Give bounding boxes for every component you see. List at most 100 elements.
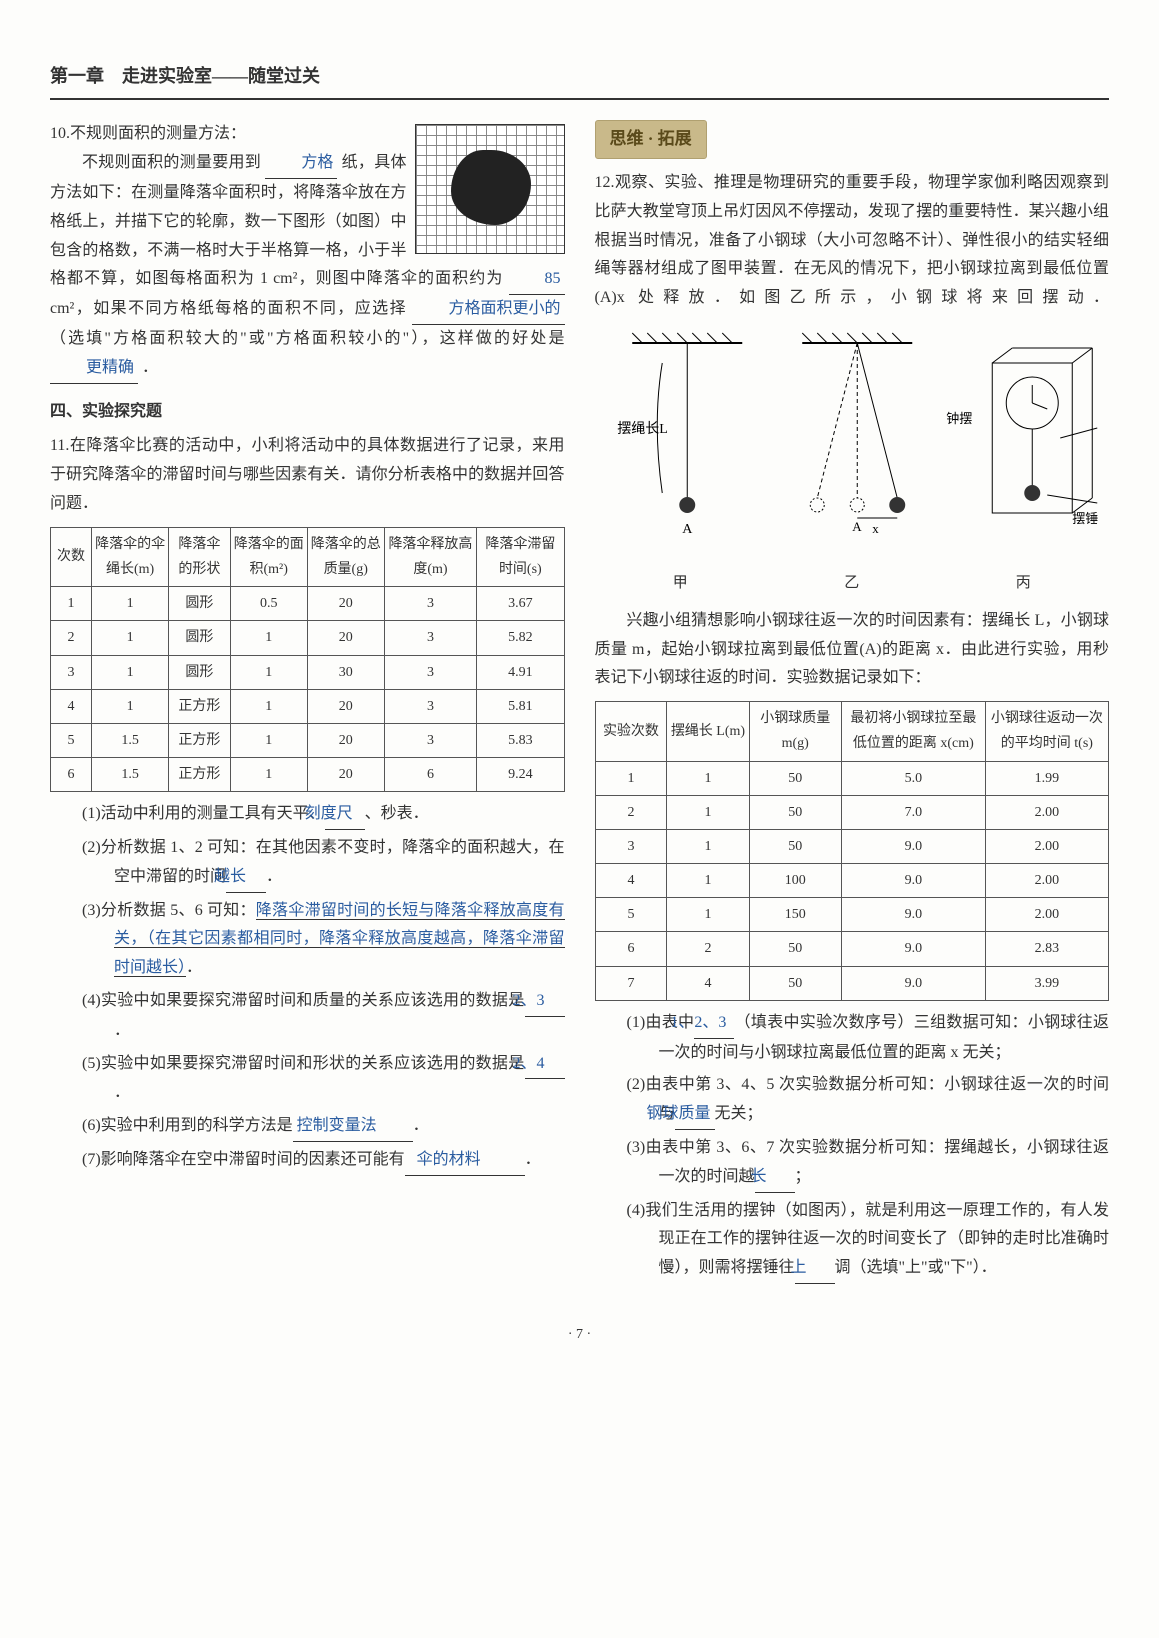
q12-table: 实验次数摆绳长 L(m)小钢球质量 m(g)最初将小钢球拉至最低位置的距离 x(… xyxy=(595,701,1110,1001)
table-row: 411009.02.00 xyxy=(595,864,1109,898)
grid-figure xyxy=(415,124,565,254)
table-cell: 3 xyxy=(384,655,476,689)
table-row: 62509.02.83 xyxy=(595,932,1109,966)
q12-s2-blank: 钢球质量 xyxy=(675,1100,715,1130)
table-cell: 20 xyxy=(307,723,384,757)
table-cell: 7.0 xyxy=(841,795,985,829)
q11-sub6: (6)实验中利用到的科学方法是控制变量法． xyxy=(82,1112,565,1142)
table-cell: 20 xyxy=(307,689,384,723)
q12-s4-blank: 上 xyxy=(795,1254,835,1284)
q10-text-a: 不规则面积的测量要用到 xyxy=(82,154,261,171)
table-cell: 5.82 xyxy=(477,621,564,655)
q11-s7-blank: 伞的材料 xyxy=(405,1146,525,1176)
q11-sub5: (5)实验中如果要探究滞留时间和形状的关系应该选用的数据是2、4． xyxy=(82,1050,565,1109)
fig-jia: 摆绳长L A xyxy=(617,333,742,537)
q12-sub2: (2)由表中第 3、4、5 次实验数据分析可知：小钢球往返一次的时间与钢球质量无… xyxy=(627,1071,1110,1130)
table-cell: 9.0 xyxy=(841,966,985,1000)
table-row: 511509.02.00 xyxy=(595,898,1109,932)
table-cell: 正方形 xyxy=(169,723,231,757)
table-cell: 圆形 xyxy=(169,587,231,621)
table-cell: 3 xyxy=(51,655,92,689)
svg-text:x: x xyxy=(872,521,879,536)
table-cell: 圆形 xyxy=(169,655,231,689)
q11-sub1: (1)活动中利用的测量工具有天平、刻度尺、秒表． xyxy=(82,800,565,830)
fig-yi: A x xyxy=(802,333,912,536)
main-columns: 10.不规则面积的测量方法： 不规则面积的测量要用到 方格 纸，具体方法如下：在… xyxy=(50,120,1109,1298)
table-cell: 9.0 xyxy=(841,864,985,898)
table-cell: 20 xyxy=(307,587,384,621)
table-cell: 2 xyxy=(51,621,92,655)
table-cell: 150 xyxy=(749,898,841,932)
q12-sub3: (3)由表中第 3、6、7 次实验数据分析可知：摆绳越长，小钢球往返一次的时间越… xyxy=(627,1134,1110,1193)
q10-blank-4: 更精确 xyxy=(50,354,138,384)
pendulum-figure: 摆绳长L A xyxy=(595,323,1110,553)
q12-s3-blank: 长 xyxy=(755,1163,795,1193)
table-cell: 1 xyxy=(667,795,749,829)
table-cell: 50 xyxy=(749,829,841,863)
table-cell: 2.00 xyxy=(985,864,1108,898)
table-header: 降落伞释放高度(m) xyxy=(384,527,476,586)
label-A-2: A xyxy=(852,519,862,534)
table-cell: 1 xyxy=(667,761,749,795)
q11-s2-blank: 越长 xyxy=(226,863,266,893)
table-header: 小钢球往返动一次的平均时间 t(s) xyxy=(985,702,1108,761)
q11-sub7: (7)影响降落伞在空中滞留时间的因素还可能有伞的材料． xyxy=(82,1146,565,1176)
table-cell: 1 xyxy=(51,587,92,621)
table-row: 61.5正方形12069.24 xyxy=(51,758,565,792)
label-rope: 摆绳长L xyxy=(617,421,668,437)
table-cell: 20 xyxy=(307,758,384,792)
q11-s5b: ． xyxy=(114,1084,130,1101)
table-cell: 2 xyxy=(595,795,667,829)
table-cell: 6 xyxy=(51,758,92,792)
table-cell: 9.0 xyxy=(841,932,985,966)
caption-bing: 丙 xyxy=(1016,570,1031,597)
q11-sub2: (2)分析数据 1、2 可知：在其他因素不变时，降落伞的面积越大，在空中滞留的时… xyxy=(82,834,565,893)
table-cell: 6 xyxy=(595,932,667,966)
q11-table: 次数降落伞的伞绳长(m)降落伞的形状降落伞的面积(m²)降落伞的总质量(g)降落… xyxy=(50,527,565,793)
table-cell: 3 xyxy=(595,829,667,863)
blob-shape xyxy=(451,150,531,225)
question-11: 11.在降落伞比赛的活动中，小利将活动中的具体数据进行了记录，来用于研究降落伞的… xyxy=(50,432,565,1175)
table-cell: 1 xyxy=(667,864,749,898)
q12-s3a: (3)由表中第 3、6、7 次实验数据分析可知：摆绳越长，小钢球往返一次的时间越 xyxy=(627,1139,1110,1185)
fig-captions: 甲 乙 丙 xyxy=(595,570,1110,597)
q10-blank-2: 85 xyxy=(509,265,565,295)
table-header: 降落伞的总质量(g) xyxy=(307,527,384,586)
question-12: 12.观察、实验、推理是物理研究的重要手段，物理学家伽利略因观察到比萨大教堂穹顶… xyxy=(595,169,1110,1284)
table-row: 31509.02.00 xyxy=(595,829,1109,863)
table-cell: 1 xyxy=(92,689,169,723)
caption-jia: 甲 xyxy=(673,570,688,597)
q11-s7b: ． xyxy=(525,1151,541,1168)
table-row: 74509.03.99 xyxy=(595,966,1109,1000)
table-cell: 3.99 xyxy=(985,966,1108,1000)
q12-s4b: 调（选填"上"或"下"）． xyxy=(835,1259,997,1276)
q11-s7a: (7)影响降落伞在空中滞留时间的因素还可能有 xyxy=(82,1151,405,1168)
table-cell: 2 xyxy=(667,932,749,966)
q11-s1a: (1)活动中利用的测量工具有天平、 xyxy=(82,805,325,822)
table-cell: 50 xyxy=(749,966,841,1000)
q12-para: 兴趣小组猜想影响小钢球往返一次的时间因素有：摆绳长 L，小钢球质量 m，起始小钢… xyxy=(595,607,1110,693)
table-cell: 20 xyxy=(307,621,384,655)
q10-text-d: （选填"方格面积较大的"或"方格面积较小的"），这样做的好处是 xyxy=(50,330,565,347)
section-4-title: 四、实验探究题 xyxy=(50,398,565,427)
table-cell: 5.0 xyxy=(841,761,985,795)
table-cell: 1 xyxy=(92,621,169,655)
table-cell: 1 xyxy=(92,655,169,689)
q11-stem: 在降落伞比赛的活动中，小利将活动中的具体数据进行了记录，来用于研究降落伞的滞留时… xyxy=(50,437,565,512)
q11-s1b: 、秒表． xyxy=(365,805,429,822)
table-header: 实验次数 xyxy=(595,702,667,761)
table-header: 最初将小钢球拉至最低位置的距离 x(cm) xyxy=(841,702,985,761)
table-cell: 9.0 xyxy=(841,829,985,863)
table-cell: 3 xyxy=(384,689,476,723)
question-10: 10.不规则面积的测量方法： 不规则面积的测量要用到 方格 纸，具体方法如下：在… xyxy=(50,120,565,383)
q11-s3b: ． xyxy=(186,959,202,976)
q11-s2b: ． xyxy=(266,868,282,885)
table-header: 降落伞的伞绳长(m) xyxy=(92,527,169,586)
q11-sub4: (4)实验中如果要探究滞留时间和质量的关系应该选用的数据是2、3． xyxy=(82,987,565,1046)
table-cell: 4 xyxy=(595,864,667,898)
table-cell: 正方形 xyxy=(169,689,231,723)
table-row: 51.5正方形12035.83 xyxy=(51,723,565,757)
q11-s5-blank: 2、4 xyxy=(525,1050,565,1080)
table-cell: 7 xyxy=(595,966,667,1000)
q11-s3a: (3)分析数据 5、6 可知： xyxy=(82,902,256,919)
